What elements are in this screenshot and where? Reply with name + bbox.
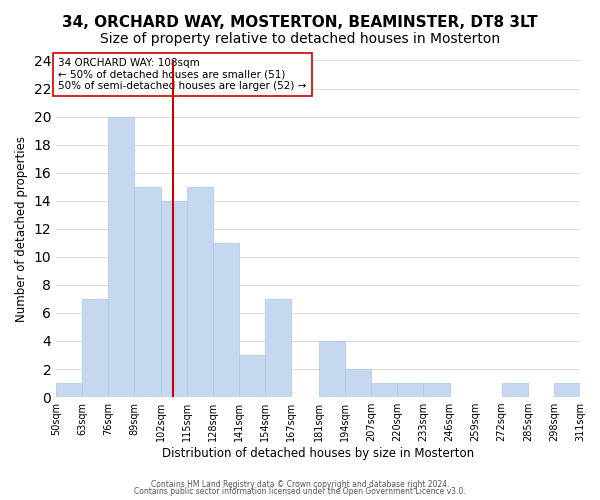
Text: Contains public sector information licensed under the Open Government Licence v3: Contains public sector information licen… — [134, 488, 466, 496]
Text: Size of property relative to detached houses in Mosterton: Size of property relative to detached ho… — [100, 32, 500, 46]
Bar — [424, 383, 449, 397]
Bar — [319, 341, 345, 397]
Bar — [345, 369, 371, 397]
Text: Contains HM Land Registry data © Crown copyright and database right 2024.: Contains HM Land Registry data © Crown c… — [151, 480, 449, 489]
Bar — [213, 243, 239, 397]
Bar — [397, 383, 424, 397]
Bar — [554, 383, 580, 397]
Bar — [371, 383, 397, 397]
Bar — [56, 383, 82, 397]
Bar — [82, 299, 109, 397]
Y-axis label: Number of detached properties: Number of detached properties — [15, 136, 28, 322]
Bar — [134, 186, 161, 397]
Bar — [161, 200, 187, 397]
Bar — [239, 355, 265, 397]
Bar — [187, 186, 213, 397]
X-axis label: Distribution of detached houses by size in Mosterton: Distribution of detached houses by size … — [162, 447, 474, 460]
Text: 34, ORCHARD WAY, MOSTERTON, BEAMINSTER, DT8 3LT: 34, ORCHARD WAY, MOSTERTON, BEAMINSTER, … — [62, 15, 538, 30]
Bar — [265, 299, 291, 397]
Bar — [502, 383, 528, 397]
Text: 34 ORCHARD WAY: 108sqm
← 50% of detached houses are smaller (51)
50% of semi-det: 34 ORCHARD WAY: 108sqm ← 50% of detached… — [58, 58, 307, 91]
Bar — [109, 116, 134, 397]
